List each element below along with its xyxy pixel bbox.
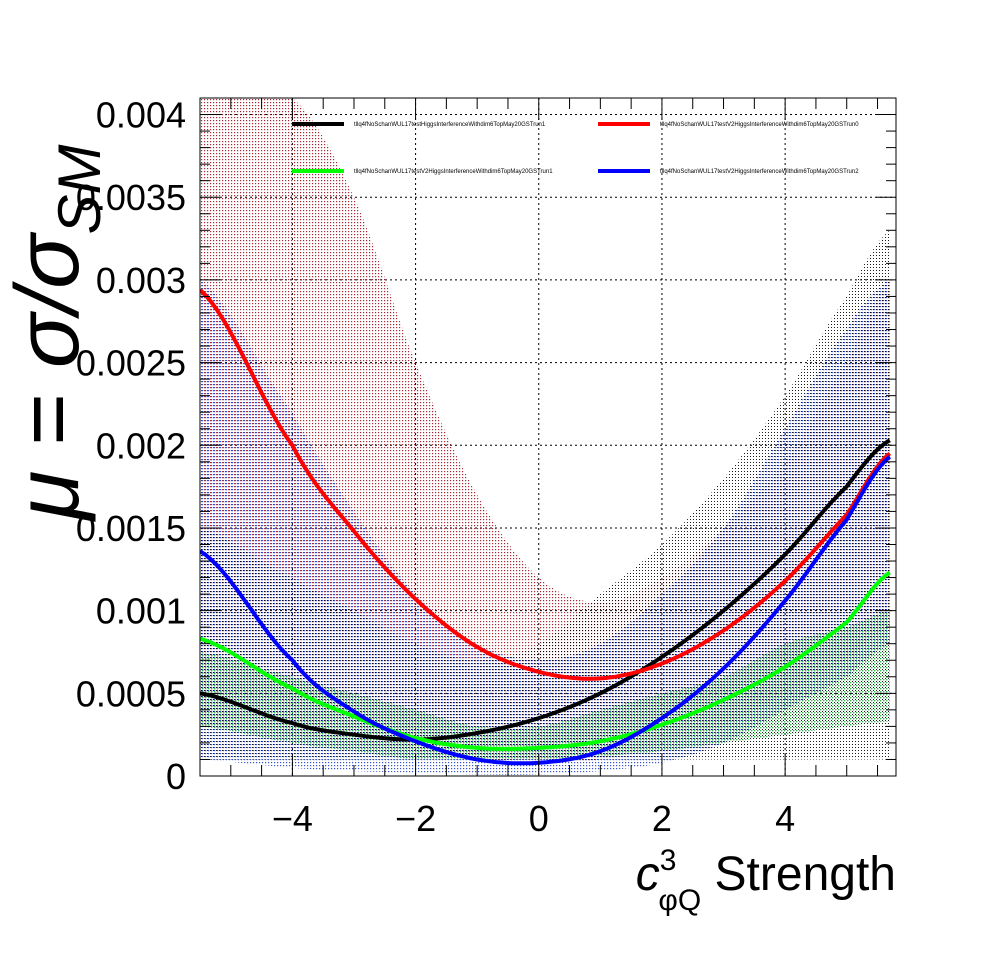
tick-labels: −4 −2 0 2 4 0 0.0005 0.001 0.0015 0.002 0.0025 0.00… [76,95,795,839]
series-line-2 [200,570,891,751]
x-tick-label: −4 [272,798,313,839]
x-axis-label-c: c [636,848,660,901]
series-line-3 [200,455,892,766]
x-axis-label-sup: 3 [660,844,677,877]
x-tick-label: 4 [775,798,795,839]
legend-label-2: tllq4fNoSchanWUL17testV2HiggsInterferenc… [354,169,553,175]
series-line-1 [200,288,892,681]
legend-label-1: tllq4fNoSchanWUL17testV2HiggsInterferenc… [660,122,859,128]
y-tick-label: 0.002 [96,425,186,466]
y-axis-label-sigma: σ/σ [0,231,98,368]
x-tick-label: 0 [529,798,549,839]
x-axis-label-sub: φQ [658,884,701,917]
legend-label-3: tllq4fNoSchanWUL17testV2HiggsInterferenc… [660,169,859,175]
y-tick-label: 0.003 [96,260,186,301]
legend: tllq4fNoSchanWUL17testHiggsInterferenceW… [292,122,859,175]
x-axis-label-rest: Strength [701,848,896,901]
x-tick-label: 2 [652,798,672,839]
y-tick-label: 0.0025 [76,343,186,384]
y-tick-label: 0.0015 [76,508,186,549]
error-band-series-0 [200,230,890,760]
legend-label-0: tllq4fNoSchanWUL17testHiggsInterferenceW… [354,122,546,128]
y-tick-label: 0.0035 [76,177,186,218]
y-tick-label: 0.001 [96,591,186,632]
x-tick-label: −2 [395,798,436,839]
series-line-0 [200,438,891,742]
y-axis-label-mu: μ [0,471,98,522]
axis-ticks [199,97,896,777]
y-axis-label-eq: = [0,368,98,471]
y-axis-label: μ = σ/σSM [0,145,113,522]
series-lines [200,288,892,766]
y-tick-label: 0.004 [96,95,186,136]
plot-frame [199,97,897,777]
x-axis-label: c3 φQ Strength [636,844,896,917]
y-tick-label: 0.0005 [76,673,186,714]
y-tick-label: 0 [166,756,186,797]
y-axis-label-sub: SM [46,145,113,235]
